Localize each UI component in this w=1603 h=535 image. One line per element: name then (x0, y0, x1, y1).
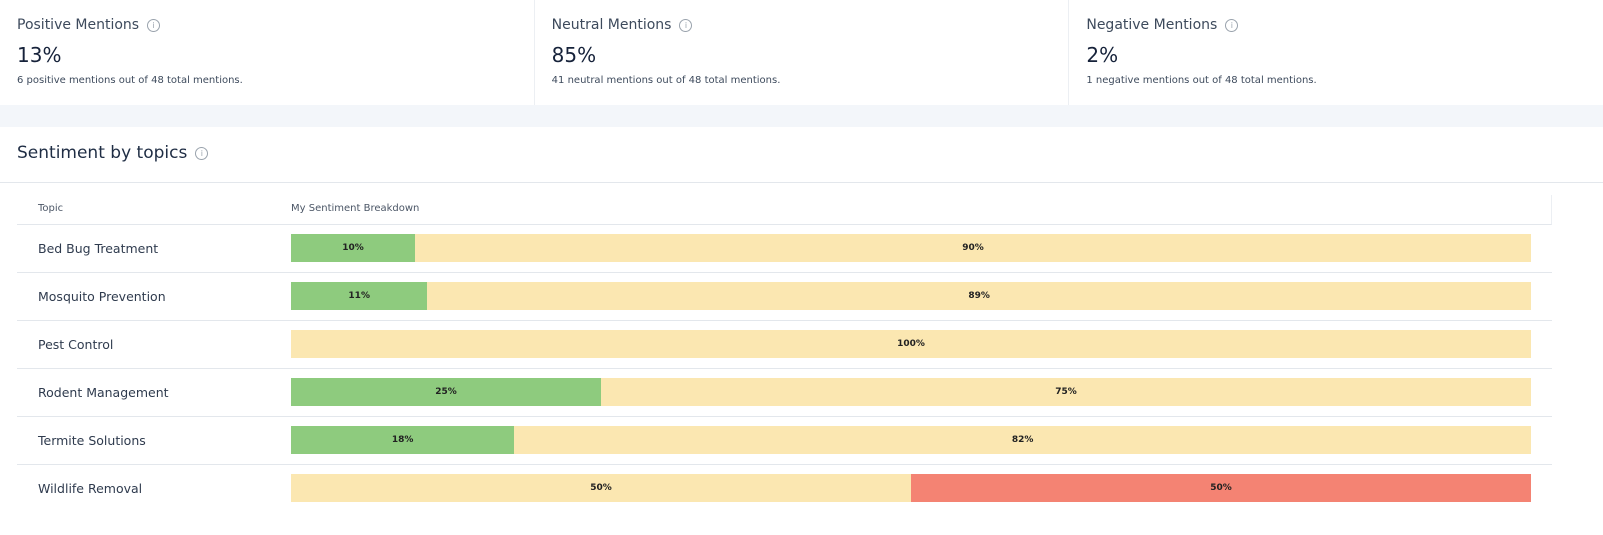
card-value: 2% (1086, 43, 1119, 67)
section-title: Sentiment by topics i (17, 143, 209, 163)
sentiment-bar: 50% 50% (291, 474, 1531, 502)
topic-name: Pest Control (38, 337, 114, 352)
bar-segment: 18% (291, 426, 515, 454)
table-body: Bed Bug Treatment 10% 90% Mosquito Preventi… (17, 225, 1552, 512)
info-icon[interactable]: i (1225, 18, 1239, 32)
sentiment-bar: 10% 90% (291, 234, 1531, 262)
card-title: Negative Mentions (1086, 17, 1218, 33)
bar-segment: 89% (427, 282, 1531, 310)
segment-label: 50% (1210, 483, 1232, 493)
segment-label: 90% (962, 243, 984, 253)
topic-name: Termite Solutions (38, 433, 146, 448)
card-title: Positive Mentions (17, 17, 140, 33)
topic-name: Rodent Management (38, 385, 169, 400)
card-description: 6 positive mentions out of 48 total ment… (17, 75, 243, 86)
divider (0, 182, 1603, 183)
summary-cards: Positive Mentions i 13% 6 positive mentions… (0, 0, 1603, 105)
sentiment-bar: 100% (291, 330, 1531, 358)
metric-card: Positive Mentions i 13% 6 positive mentions… (0, 0, 535, 105)
separator (0, 105, 1603, 127)
bar-segment: 10% (291, 234, 415, 262)
segment-label: 75% (1055, 387, 1077, 397)
metric-card: Negative Mentions i 2% 1 negative mentions … (1069, 0, 1603, 105)
table-row: Bed Bug Treatment 10% 90% (17, 225, 1552, 273)
sentiment-bar: 18% 82% (291, 426, 1531, 454)
bar-segment: 90% (415, 234, 1531, 262)
bar-segment: 100% (291, 330, 1531, 358)
section-title-text: Sentiment by topics (17, 143, 188, 163)
bar-segment: 82% (514, 426, 1531, 454)
topic-name: Wildlife Removal (38, 481, 143, 496)
segment-label: 89% (968, 291, 990, 301)
bar-segment: 50% (291, 474, 911, 502)
info-icon[interactable]: i (679, 18, 693, 32)
info-icon[interactable]: i (147, 18, 161, 32)
table-row: Rodent Management 25% 75% (17, 369, 1552, 417)
bar-segment: 50% (911, 474, 1531, 502)
bar-segment: 11% (291, 282, 428, 310)
segment-label: 82% (1011, 435, 1034, 445)
card-description: 1 negative mentions out of 48 total ment… (1086, 75, 1317, 86)
card-description: 41 neutral mentions out of 48 total ment… (551, 75, 781, 86)
topic-name: Bed Bug Treatment (38, 241, 159, 256)
segment-label: 50% (590, 483, 612, 493)
info-icon[interactable]: i (195, 146, 209, 160)
segment-label: 25% (435, 387, 457, 397)
sentiment-bar: 11% 89% (291, 282, 1531, 310)
table-row: Termite Solutions 18% 82% (17, 417, 1552, 465)
metric-card: Neutral Mentions i 85% 41 neutral mentions … (535, 0, 1070, 105)
table-row: Pest Control 100% (17, 321, 1552, 369)
table-row: Wildlife Removal 50% 50% (17, 465, 1552, 512)
card-value: 85% (551, 43, 597, 67)
card-title-row: Neutral Mentions i (552, 17, 1069, 33)
column-header: Topic (38, 203, 64, 214)
bar-segment: 75% (601, 378, 1531, 406)
card-title-row: Negative Mentions i (1086, 17, 1603, 33)
segment-label: 11% (348, 291, 370, 301)
table-row: Mosquito Prevention 11% 89% (17, 273, 1552, 321)
topic-name: Mosquito Prevention (38, 289, 166, 304)
segment-label: 18% (391, 435, 414, 445)
card-title: Neutral Mentions (551, 17, 672, 33)
topic-table: Topic My Sentiment Breakdown Bed Bug Tre… (17, 195, 1552, 512)
table-header: Topic My Sentiment Breakdown (17, 195, 1552, 225)
column-header: My Sentiment Breakdown (291, 203, 420, 214)
bar-segment: 25% (291, 378, 601, 406)
card-title-row: Positive Mentions i (17, 17, 534, 33)
sentiment-bar: 25% 75% (291, 378, 1531, 406)
segment-label: 10% (342, 243, 364, 253)
segment-label: 100% (897, 339, 925, 349)
card-value: 13% (17, 43, 62, 67)
